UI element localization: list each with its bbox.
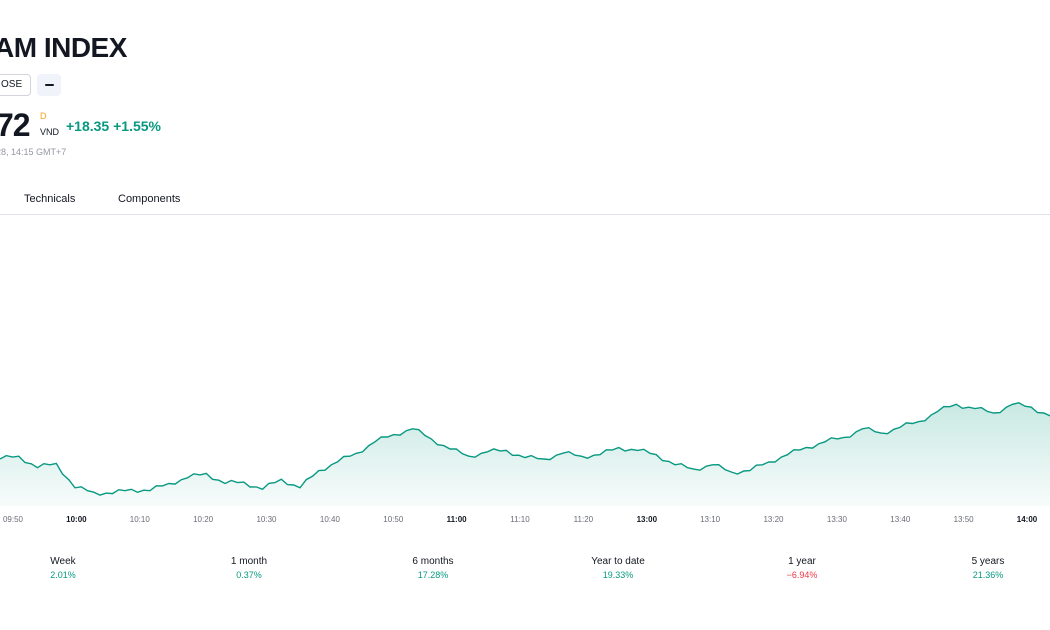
minus-icon [44,84,54,86]
perf-value: 17.28% [417,570,449,580]
perf-1-month[interactable]: 1 month 0.37% [219,556,279,581]
x-tick-label: 10:40 [320,515,341,524]
price-timestamp: 28, 14:15 GMT+7 [0,147,67,157]
exchange-chip[interactable]: OSE [0,74,32,96]
price-currency: VND [40,127,60,137]
chart-svg: 09:50 10:00 10:10 10:20 10:30 10:40 10:50 11:00… [0,402,1050,524]
price-change-percent: +1.55% [113,118,161,134]
x-tick-label: 13:40 [890,515,911,524]
chart-series-line [0,402,1050,496]
x-tick-label: 13:20 [763,515,784,524]
x-tick-label: 13:10 [700,515,721,524]
tab-components[interactable]: Components [118,193,181,205]
price-value: 72 [0,107,31,143]
perf-label: 1 year [788,556,816,567]
perf-year-to-date[interactable]: Year to date 19.33% [576,556,660,581]
x-tick-label: 09:50 [3,515,24,524]
more-button[interactable] [37,74,62,96]
perf-value: −6.94% [786,570,818,580]
perf-value: 0.37% [236,570,262,580]
x-tick-label: 10:10 [130,515,151,524]
x-axis: 09:50 10:00 10:10 10:20 10:30 10:40 10:50 11:00… [3,515,1038,524]
perf-value: 21.36% [972,570,1004,580]
perf-label: 5 years [971,556,1005,567]
price-superscript: D [40,111,47,121]
x-tick-label: 13:00 [637,515,658,524]
perf-5-years[interactable]: 5 years 21.36% [958,556,1018,581]
tab-technicals[interactable]: Technicals [24,193,76,205]
performance-strip: Week 2.01% 1 month 0.37% 6 months 17.28%… [0,556,1050,596]
x-tick-label: 11:10 [510,515,530,524]
perf-1-year[interactable]: 1 year −6.94% [774,556,830,581]
x-tick-label: 11:00 [447,515,468,524]
x-tick-label: 10:50 [383,515,404,524]
perf-label: Year to date [591,556,645,567]
perf-week[interactable]: Week 2.01% [40,556,86,581]
tab-bar: Technicals Components [0,188,1050,215]
price-change: +18.35 +1.55% [66,118,161,134]
x-tick-label: 10:00 [66,515,87,524]
x-tick-label: 10:20 [193,515,214,524]
page-title: AM INDEX [0,32,127,63]
perf-value: 19.33% [602,570,634,580]
exchange-row: OSE [0,74,62,96]
x-tick-label: 11:20 [574,515,594,524]
x-tick-label: 13:30 [827,515,848,524]
perf-label: Week [50,556,76,567]
x-tick-label: 13:50 [954,515,975,524]
perf-label: 6 months [412,556,454,567]
x-tick-label: 10:30 [256,515,277,524]
chart-area-fill [0,402,1050,506]
x-tick-label: 14:00 [1017,515,1038,524]
perf-6-months[interactable]: 6 months 17.28% [398,556,468,581]
perf-value: 2.01% [50,570,76,580]
perf-label: 1 month [230,556,268,567]
intraday-chart[interactable]: 09:50 10:00 10:10 10:20 10:30 10:40 10:50 11:00… [0,214,1050,530]
price-change-abs: +18.35 [66,118,110,134]
